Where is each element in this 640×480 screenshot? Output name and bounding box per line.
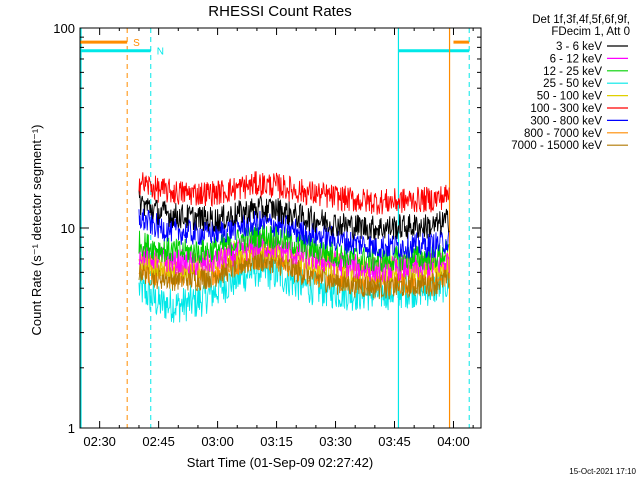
x-tick-label: 02:30 — [83, 434, 116, 449]
plot-area: SN — [80, 28, 470, 428]
x-axis-title: Start Time (01-Sep-09 02:27:42) — [187, 455, 373, 470]
legend-entry: 25 - 50 keV — [543, 78, 602, 90]
x-tick-label: 02:45 — [142, 434, 175, 449]
x-tick-label: 03:15 — [260, 434, 293, 449]
legend-entry: 7000 - 15000 keV — [511, 140, 602, 152]
legend-entry: 800 - 7000 keV — [524, 128, 602, 140]
x-tick-label: 04:00 — [437, 434, 470, 449]
series-line — [138, 190, 450, 241]
y-axis-title: Count Rate (s⁻¹ detector segment⁻¹) — [29, 125, 44, 336]
x-tick-label: 03:30 — [319, 434, 352, 449]
series-line — [138, 233, 450, 282]
legend-entry: 3 - 6 keV — [556, 41, 602, 53]
y-tick-label: 100 — [53, 21, 75, 36]
legend-header: FDecim 1, Att 0 — [551, 26, 630, 38]
series-line — [138, 171, 450, 215]
annotation-label: N — [157, 47, 164, 58]
series-line — [138, 223, 450, 273]
series-line — [138, 208, 450, 259]
chart-title: RHESSI Count Rates — [208, 3, 351, 20]
legend-entry: 300 - 800 keV — [530, 115, 602, 127]
x-tick-label: 03:00 — [201, 434, 234, 449]
legend-entry: 100 - 300 keV — [530, 103, 602, 115]
x-axis: 02:30 02:45 03:00 03:15 03:30 03:45 04:00 — [79, 28, 474, 449]
x-tick-label: 03:45 — [378, 434, 411, 449]
footer-timestamp: 15-Oct-2021 17:10 — [569, 467, 636, 476]
legend-entry: 6 - 12 keV — [550, 53, 603, 65]
legend: Det 1f,3f,4f,5f,6f,9f,FDecim 1, Att 0 3 -… — [511, 14, 630, 152]
legend-entry: 12 - 25 keV — [543, 66, 602, 78]
legend-entry: 50 - 100 keV — [537, 91, 603, 103]
y-axis: 1 10 100 — [53, 21, 481, 436]
annotation-label: S — [133, 38, 140, 49]
y-tick-label: 10 — [61, 221, 75, 236]
legend-header: Det 1f,3f,4f,5f,6f,9f, — [532, 14, 630, 26]
y-tick-label: 1 — [68, 421, 75, 436]
